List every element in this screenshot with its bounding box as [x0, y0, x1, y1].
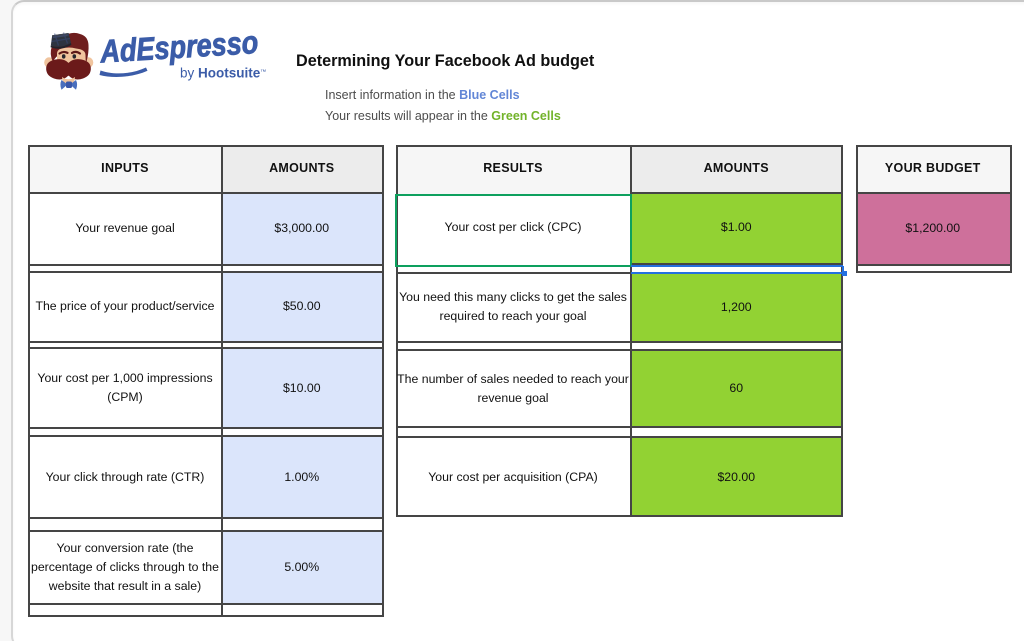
- svg-text:AdEspresso: AdEspresso: [98, 24, 259, 70]
- svg-text:by Hootsuite™: by Hootsuite™: [180, 66, 266, 81]
